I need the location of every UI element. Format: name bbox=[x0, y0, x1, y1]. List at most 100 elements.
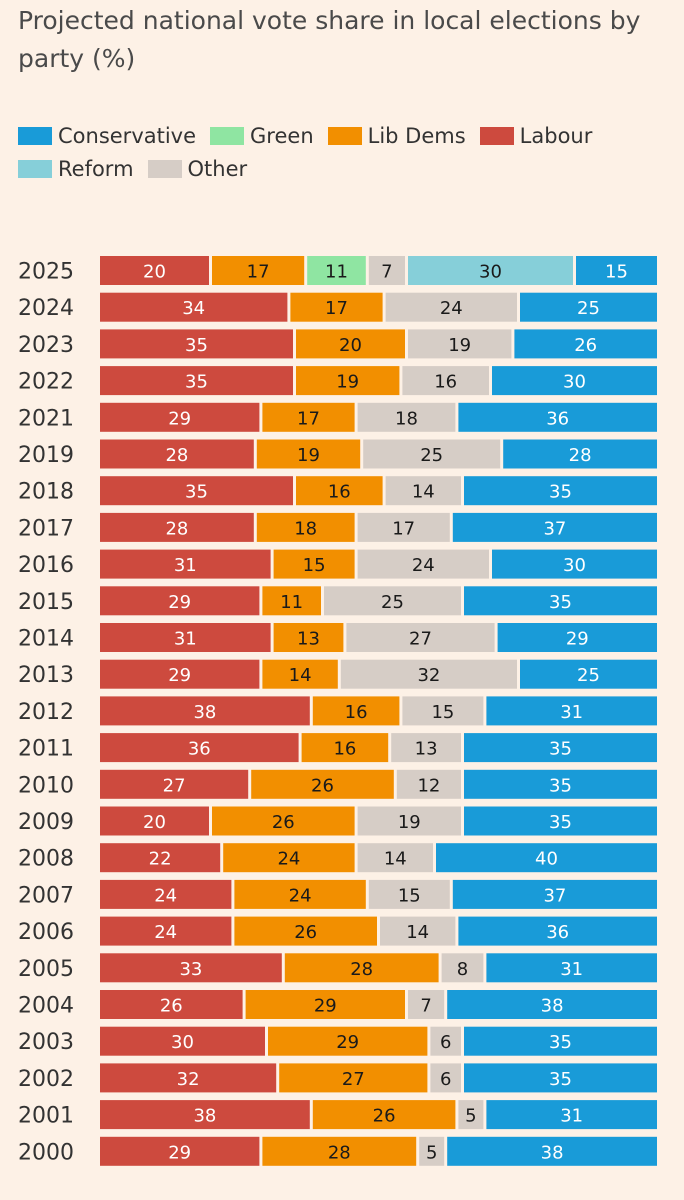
data-label: 40 bbox=[535, 849, 558, 870]
data-label: 27 bbox=[163, 775, 186, 796]
year-label: 2007 bbox=[18, 883, 74, 908]
data-label: 35 bbox=[549, 775, 572, 796]
year-label: 2014 bbox=[18, 627, 74, 652]
bar-labour bbox=[100, 843, 221, 873]
data-label: 18 bbox=[395, 408, 418, 429]
data-label: 24 bbox=[289, 885, 312, 906]
data-label: 30 bbox=[479, 262, 502, 283]
data-label: 29 bbox=[566, 629, 589, 650]
bar-lib-dems bbox=[256, 439, 361, 469]
bar-other bbox=[357, 843, 433, 873]
data-label: 6 bbox=[440, 1032, 451, 1053]
bar-conservative bbox=[452, 879, 657, 909]
bar-lib-dems bbox=[262, 402, 355, 432]
bar-conservative bbox=[514, 329, 657, 359]
data-label: 18 bbox=[294, 518, 317, 539]
year-label: 2022 bbox=[18, 370, 74, 395]
data-label: 7 bbox=[381, 262, 392, 283]
year-label: 2001 bbox=[18, 1104, 74, 1129]
bar-other bbox=[402, 366, 489, 396]
bar-labour bbox=[100, 1026, 265, 1056]
bar-labour bbox=[100, 696, 310, 726]
bar-labour bbox=[100, 439, 254, 469]
bar-conservative bbox=[447, 990, 657, 1019]
year-label: 2024 bbox=[18, 296, 74, 321]
bar-other bbox=[396, 769, 461, 799]
bar-conservative bbox=[576, 256, 657, 285]
data-label: 38 bbox=[541, 1142, 564, 1163]
chart-title: Projected national vote share in local e… bbox=[18, 6, 641, 73]
bar-lib-dems bbox=[251, 769, 394, 799]
data-label: 29 bbox=[336, 1032, 359, 1053]
bar-labour bbox=[100, 366, 293, 396]
bar-conservative bbox=[503, 439, 657, 469]
data-label: 11 bbox=[325, 262, 348, 283]
bar-conservative bbox=[492, 366, 657, 396]
bar-labour bbox=[100, 953, 282, 983]
data-label: 35 bbox=[549, 592, 572, 613]
data-label: 29 bbox=[168, 408, 191, 429]
legend-item-green: Green bbox=[210, 124, 314, 148]
bar-conservative bbox=[492, 549, 657, 579]
data-label: 11 bbox=[280, 592, 303, 613]
bar-labour bbox=[100, 1136, 260, 1166]
bar-lib-dems bbox=[312, 696, 400, 726]
data-label: 26 bbox=[160, 996, 183, 1017]
bar-lib-dems bbox=[223, 843, 355, 873]
data-label: 19 bbox=[448, 335, 471, 356]
data-label: 31 bbox=[560, 959, 583, 980]
bar-lib-dems bbox=[245, 990, 405, 1019]
bar-other bbox=[340, 659, 517, 689]
data-label: 5 bbox=[426, 1142, 437, 1163]
data-label: 15 bbox=[398, 885, 421, 906]
bar-labour bbox=[100, 292, 288, 322]
data-label: 28 bbox=[350, 959, 373, 980]
data-label: 25 bbox=[381, 592, 404, 613]
legend-swatch bbox=[210, 127, 245, 145]
data-label: 34 bbox=[182, 298, 205, 319]
legend-label: Other bbox=[187, 157, 248, 181]
bar-other bbox=[380, 916, 456, 946]
data-label: 38 bbox=[193, 702, 216, 723]
bar-other bbox=[357, 512, 450, 542]
bar-other bbox=[430, 1063, 461, 1093]
data-label: 36 bbox=[188, 739, 211, 760]
data-label: 29 bbox=[314, 996, 337, 1017]
legend-label: Lib Dems bbox=[367, 124, 466, 148]
data-label: 15 bbox=[303, 555, 326, 576]
data-label: 31 bbox=[174, 555, 197, 576]
data-label: 32 bbox=[177, 1069, 200, 1090]
data-label: 16 bbox=[328, 482, 351, 503]
year-label: 2016 bbox=[18, 553, 74, 578]
data-label: 27 bbox=[342, 1069, 365, 1090]
data-label: 8 bbox=[457, 959, 468, 980]
year-label: 2009 bbox=[18, 810, 74, 835]
data-label: 38 bbox=[541, 996, 564, 1017]
bar-labour bbox=[100, 1100, 310, 1130]
bar-other bbox=[363, 439, 501, 469]
year-label: 2023 bbox=[18, 333, 74, 358]
year-label: 2008 bbox=[18, 847, 74, 872]
bar-other bbox=[324, 586, 461, 616]
bar-conservative bbox=[458, 402, 657, 432]
bar-other bbox=[408, 329, 512, 359]
data-label: 30 bbox=[563, 555, 586, 576]
data-label: 26 bbox=[272, 812, 295, 833]
bar-lib-dems bbox=[212, 806, 355, 836]
data-label: 6 bbox=[440, 1069, 451, 1090]
data-label: 24 bbox=[412, 555, 435, 576]
data-label: 16 bbox=[333, 739, 356, 760]
bar-conservative bbox=[464, 1063, 657, 1093]
data-label: 37 bbox=[543, 518, 566, 539]
bar-lib-dems bbox=[273, 549, 355, 579]
year-label: 2017 bbox=[18, 516, 74, 541]
legend-label: Conservative bbox=[58, 124, 197, 148]
bar-other bbox=[385, 476, 461, 506]
year-label: 2006 bbox=[18, 920, 74, 945]
data-label: 31 bbox=[560, 1106, 583, 1127]
bar-conservative bbox=[464, 586, 657, 616]
legend-swatch bbox=[147, 160, 182, 178]
bar-other bbox=[441, 953, 484, 983]
year-label: 2004 bbox=[18, 994, 74, 1019]
